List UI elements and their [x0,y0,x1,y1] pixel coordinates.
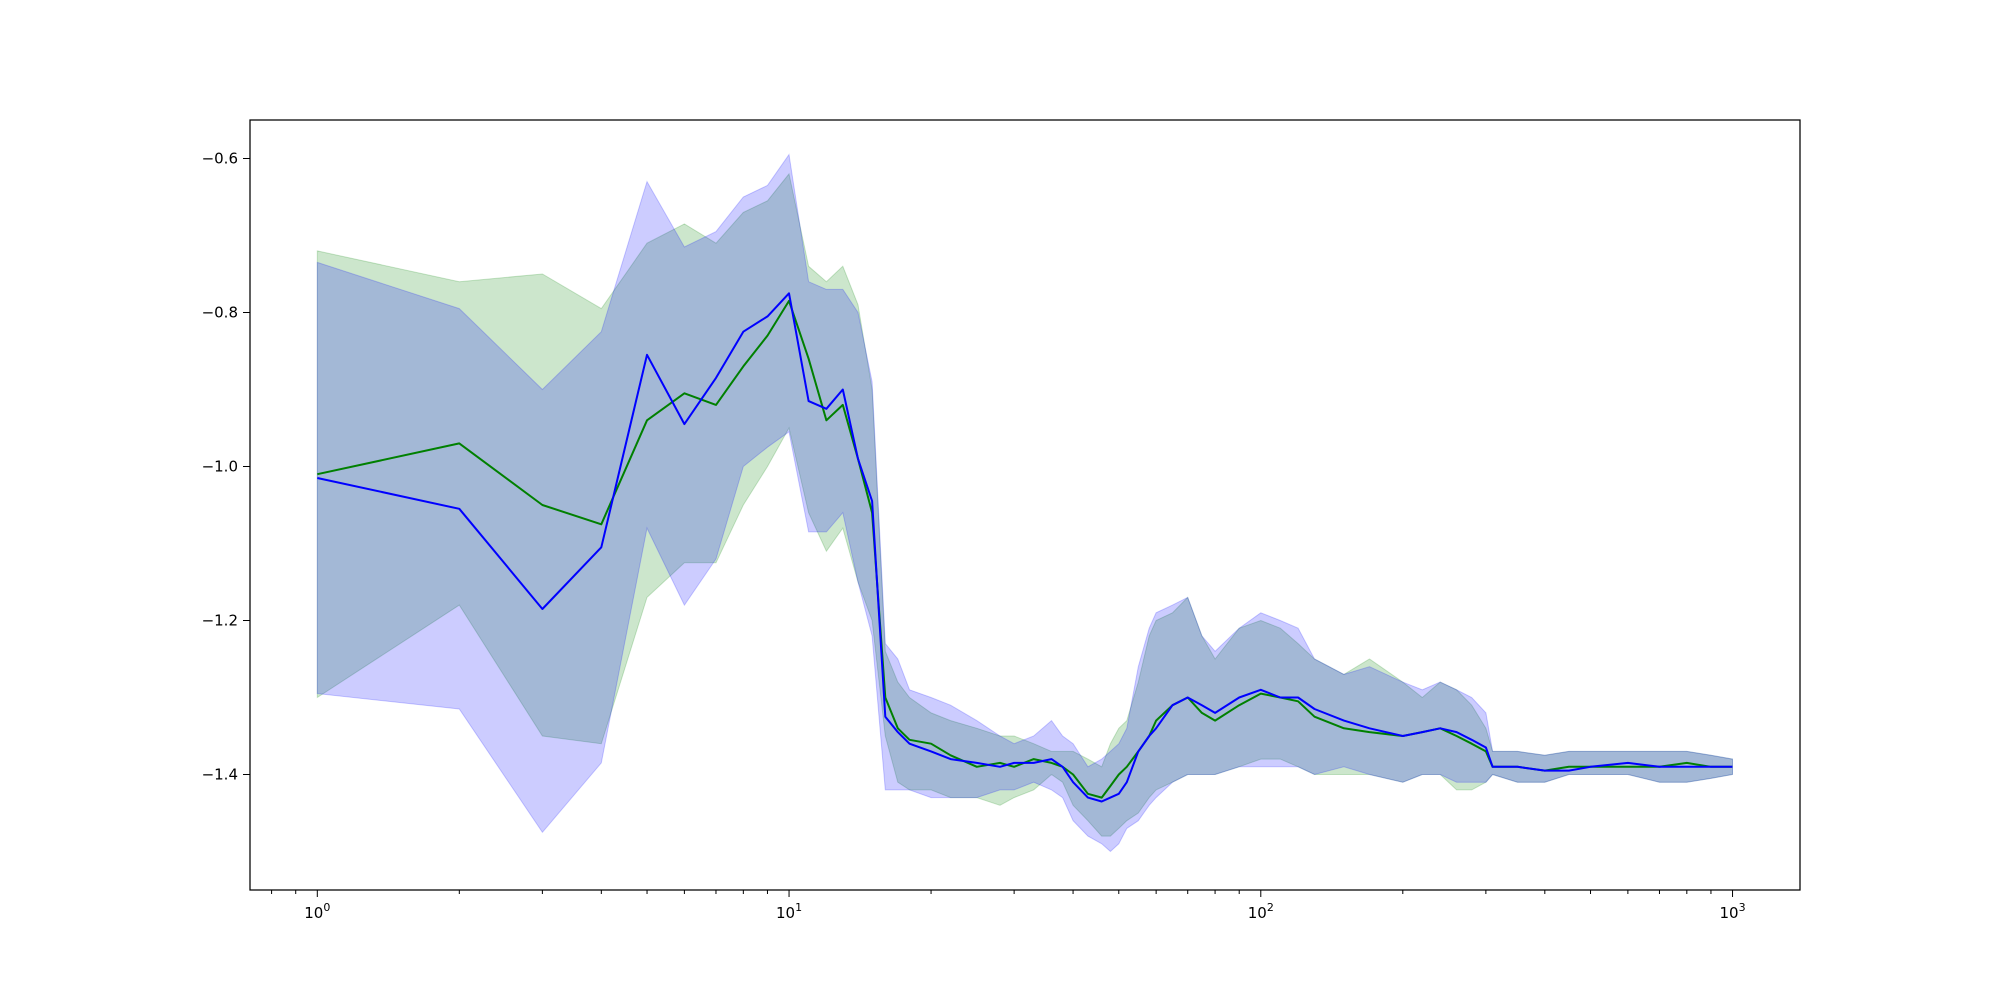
series-1-band [316,153,1733,853]
x-tick-label: 103 [1719,901,1745,922]
y-axis: −0.6 −0.8 −1.0 −1.2 −1.4 [202,150,250,784]
y-tick-label: −0.6 [202,150,238,168]
series-0-band [316,172,1733,837]
x-tick-label: 101 [776,901,802,922]
x-tick-label: 100 [304,901,330,922]
axes-frame [249,119,1801,891]
series-1-line [317,292,1733,803]
confidence-bands [316,153,1733,853]
y-tick-label: −1.0 [202,458,238,476]
x-tick-label: 102 [1248,901,1274,922]
series-lines [317,292,1733,803]
x-axis: 100 101 102 103 [271,890,1746,922]
y-tick-label: −1.2 [202,612,238,630]
y-tick-label: −1.4 [202,766,238,784]
y-tick-label: −0.8 [202,304,238,322]
series-0-line [317,299,1733,799]
